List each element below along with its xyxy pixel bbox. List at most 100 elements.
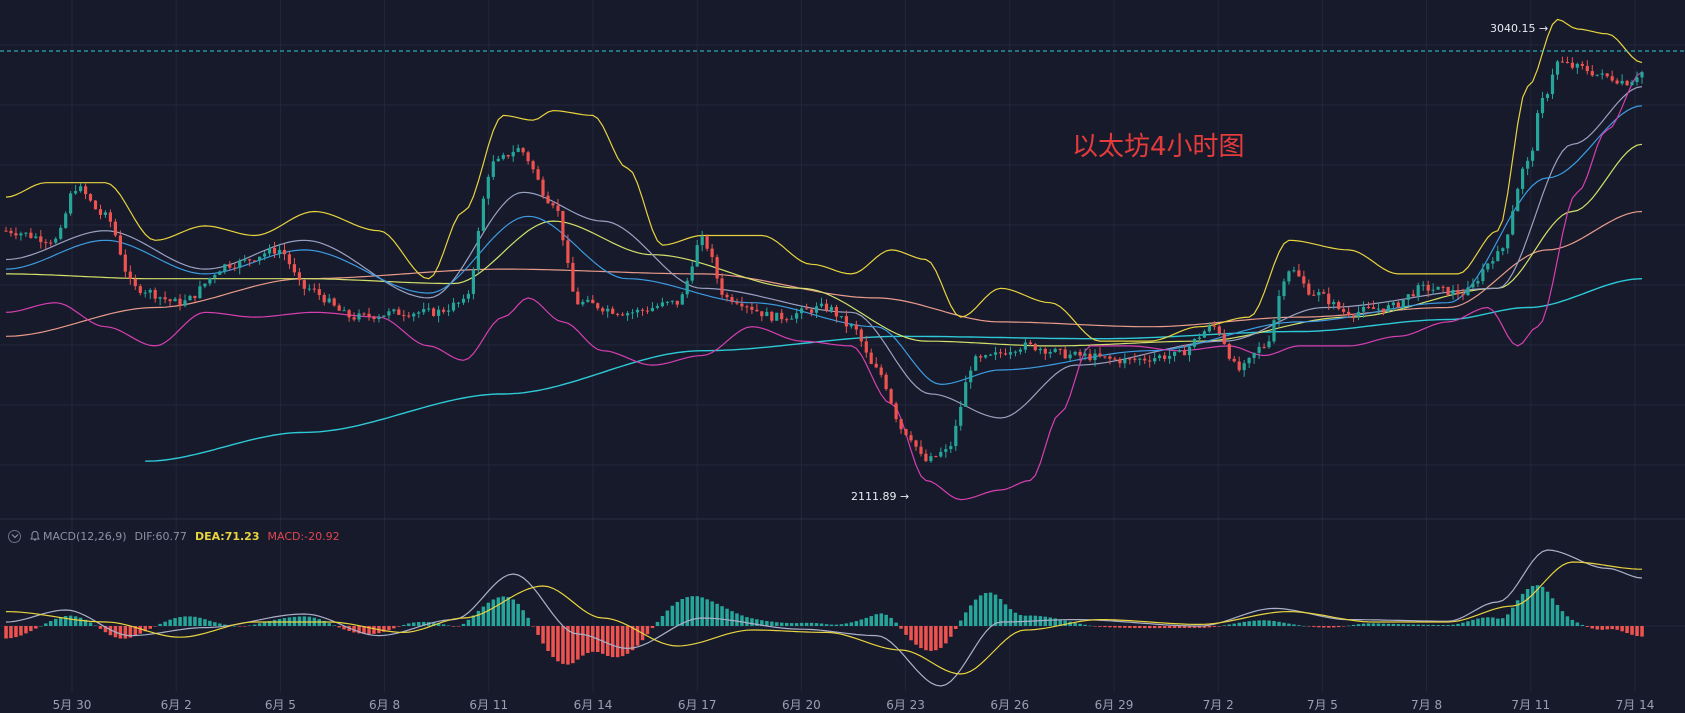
candle-body: [889, 389, 893, 404]
macd-histogram-bar: [1113, 626, 1117, 628]
macd-histogram-bar: [1630, 626, 1634, 635]
macd-histogram-bar: [471, 615, 476, 626]
candle-body: [1416, 285, 1420, 296]
macd-histogram-bar: [914, 626, 918, 645]
macd-histogram-bar: [1262, 620, 1266, 626]
macd-histogram-bar: [944, 626, 948, 644]
macd-histogram-bar: [506, 597, 510, 626]
candle-body: [526, 152, 530, 162]
macd-histogram-bar: [342, 626, 346, 630]
macd-histogram-bar: [1322, 626, 1326, 628]
macd-histogram-bar: [352, 626, 356, 633]
macd-histogram-bar: [1426, 624, 1430, 626]
macd-histogram-bar: [834, 624, 839, 626]
macd-histogram-bar: [252, 624, 257, 626]
macd-histogram-bar: [874, 614, 878, 626]
candle-body: [805, 308, 809, 310]
macd-histogram-bar: [1376, 623, 1381, 626]
candle-body: [810, 309, 814, 313]
macd-histogram-bar: [789, 623, 794, 626]
macd-histogram-bar: [710, 601, 714, 626]
macd-histogram-bar: [491, 599, 496, 626]
candle-body: [685, 280, 689, 295]
macd-histogram-bar: [1535, 585, 1540, 626]
macd-histogram-bar: [1217, 626, 1222, 627]
candle-body: [1536, 113, 1540, 151]
candle-body: [1625, 80, 1629, 86]
macd-histogram-bar: [1580, 624, 1585, 626]
macd-histogram-bar: [924, 626, 928, 651]
macd-histogram-bar: [1530, 586, 1535, 626]
candle-body: [332, 298, 336, 306]
candle-body: [238, 260, 242, 269]
candle-body: [1033, 343, 1037, 351]
candle-body: [148, 290, 152, 293]
candle-body: [1028, 342, 1032, 344]
candle-body: [183, 300, 187, 306]
macd-histogram-bar: [735, 613, 739, 626]
candle-body: [1327, 293, 1331, 305]
macd-histogram-bar: [894, 622, 898, 626]
macd-histogram-bar: [1302, 625, 1306, 627]
candle-body: [451, 302, 456, 311]
macd-histogram-bar: [561, 626, 565, 664]
candle-body: [1098, 353, 1102, 357]
candle-body: [1595, 74, 1599, 76]
candle-body: [347, 310, 351, 318]
candle-body: [9, 230, 13, 234]
candle-body: [476, 231, 480, 270]
chevron-down-circle-icon[interactable]: [8, 529, 21, 543]
candle-body: [516, 148, 520, 152]
candle-body: [471, 269, 475, 294]
candle-body: [108, 212, 112, 222]
candle-body: [1590, 71, 1594, 76]
macd-histogram-bar: [1297, 625, 1301, 626]
macd-histogram-bar: [1128, 626, 1132, 628]
candle-body: [1620, 80, 1624, 84]
candle-body: [213, 274, 217, 278]
candle-body: [1148, 360, 1152, 362]
candle-body: [1153, 358, 1157, 362]
macd-histogram-bar: [466, 619, 471, 626]
macd-legend: MACD(12,26,9) DIF:60.77 DEA:71.23 MACD:-…: [8, 528, 340, 544]
macd-histogram-bar: [163, 621, 167, 626]
macd-histogram-bar: [49, 621, 53, 626]
macd-histogram-bar: [1257, 620, 1261, 626]
x-tick-label: 6月 26: [990, 698, 1030, 712]
macd-histogram-bar: [1356, 624, 1361, 626]
candle-body: [755, 309, 759, 312]
macd-histogram-bar: [367, 626, 371, 635]
macd-dea-value: DEA:71.23: [194, 529, 260, 543]
candle-body: [1207, 325, 1211, 332]
macd-histogram-bar: [625, 626, 630, 654]
macd-histogram-bar: [1152, 626, 1157, 629]
candle-body: [1133, 358, 1137, 360]
macd-histogram-bar: [1157, 626, 1162, 629]
candle-body: [1491, 261, 1495, 264]
candle-body: [1531, 150, 1535, 161]
candle-body: [1441, 286, 1445, 288]
indicator-lines: [5, 18, 1643, 501]
candle-body: [1227, 344, 1231, 359]
macd-histogram-bar: [824, 624, 829, 626]
candle-body: [1565, 62, 1569, 63]
candle-body: [1406, 294, 1410, 300]
macd-histogram-bar: [1396, 624, 1401, 626]
macd-histogram-bar: [14, 626, 18, 638]
candle-body: [481, 198, 485, 231]
candle-body: [601, 308, 605, 312]
macd-histogram-bar: [1391, 623, 1396, 626]
bell-icon[interactable]: [29, 530, 41, 542]
macd-histogram-bar: [98, 626, 103, 629]
candle-body: [1177, 350, 1182, 352]
macd-histogram-bar: [819, 623, 824, 626]
candle-body: [1511, 211, 1515, 235]
candle-body: [74, 191, 78, 194]
macd-histogram-bar: [809, 622, 814, 626]
candle-body: [969, 370, 973, 383]
candle-body: [203, 283, 207, 287]
macd-histogram-bar: [1600, 626, 1604, 630]
macd-histogram-bar: [864, 617, 868, 626]
macd-histogram-bar: [1073, 622, 1077, 626]
